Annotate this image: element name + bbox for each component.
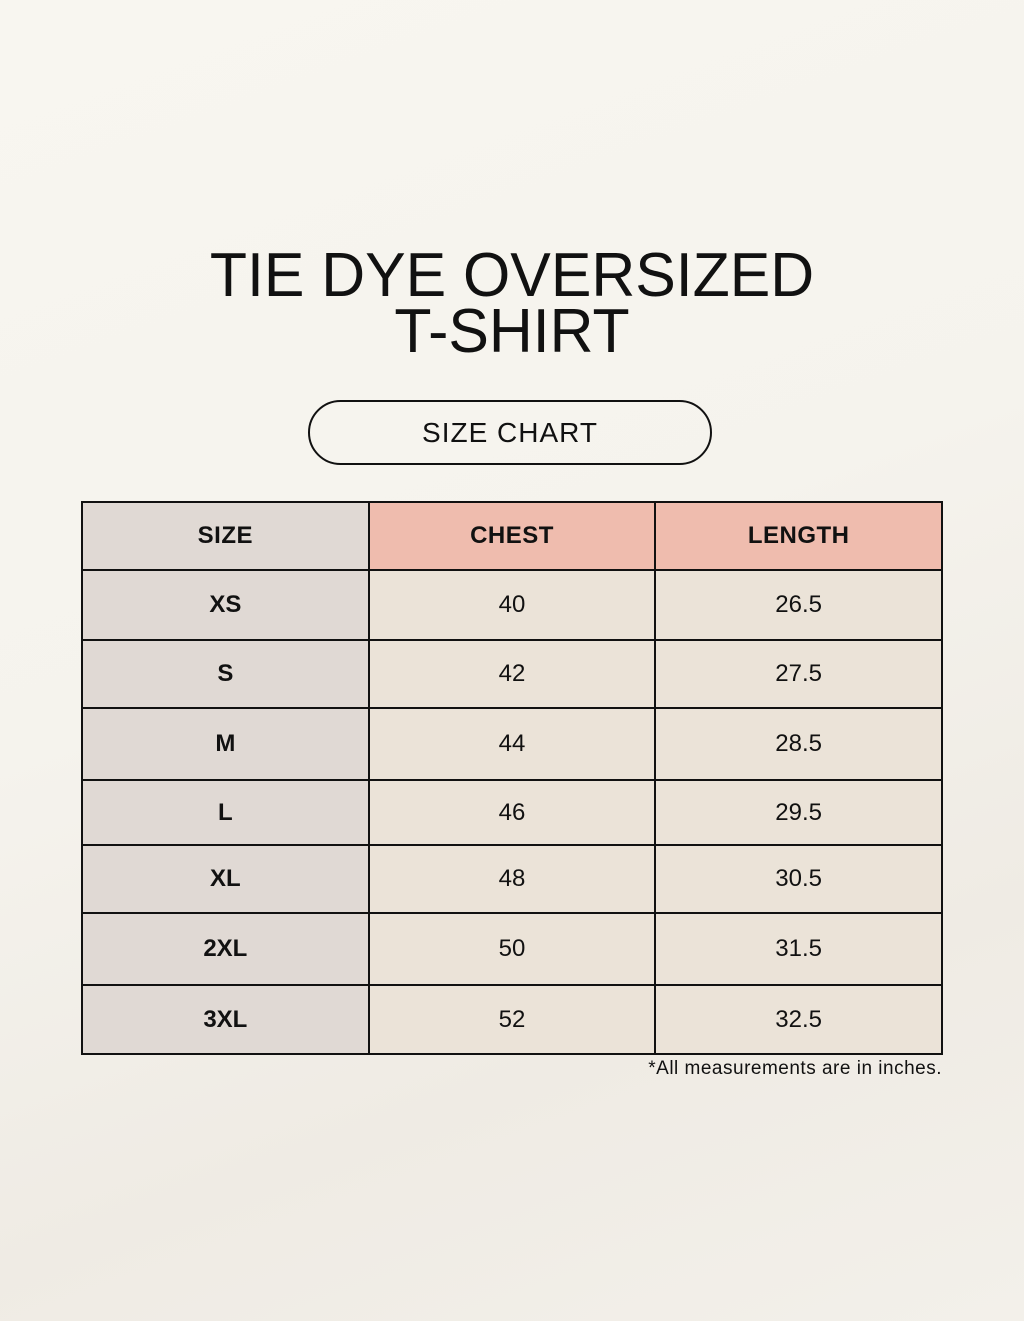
- table-row: XL 48 30.5: [81, 844, 943, 914]
- cell-size: L: [81, 779, 370, 846]
- cell-length: 31.5: [654, 912, 943, 986]
- cell-chest: 48: [367, 844, 657, 914]
- cell-length: 27.5: [654, 639, 943, 709]
- cell-size: 3XL: [81, 984, 370, 1055]
- cell-length: 32.5: [654, 984, 943, 1055]
- cell-chest: 40: [367, 569, 657, 641]
- title-line-1: TIE DYE OVERSIZED: [209, 241, 815, 310]
- table-row: S 42 27.5: [81, 639, 943, 709]
- cell-length: 30.5: [654, 844, 943, 914]
- table-row: 3XL 52 32.5: [81, 984, 943, 1055]
- cell-size: S: [81, 639, 370, 709]
- header-chest: CHEST: [367, 501, 657, 571]
- cell-length: 26.5: [654, 569, 943, 641]
- cell-size: M: [81, 707, 370, 781]
- cell-chest: 52: [367, 984, 657, 1055]
- size-chart-label: SIZE CHART: [308, 400, 712, 465]
- cell-chest: 50: [367, 912, 657, 986]
- cell-length: 28.5: [654, 707, 943, 781]
- table-header-row: SIZE CHEST LENGTH: [81, 501, 943, 571]
- cell-size: 2XL: [81, 912, 370, 986]
- cell-size: XS: [81, 569, 370, 641]
- header-size: SIZE: [81, 501, 370, 571]
- table-row: 2XL 50 31.5: [81, 912, 943, 986]
- header-length: LENGTH: [654, 501, 943, 571]
- table-row: XS 40 26.5: [81, 569, 943, 641]
- cell-chest: 46: [367, 779, 657, 846]
- cell-chest: 44: [367, 707, 657, 781]
- cell-chest: 42: [367, 639, 657, 709]
- size-chart-table: SIZE CHEST LENGTH XS 40 26.5 S 42 27.5 M 44 28.5…: [81, 501, 943, 1055]
- table-row: L 46 29.5: [81, 779, 943, 846]
- table-row: M 44 28.5: [81, 707, 943, 781]
- title-line-2: T-SHIRT: [394, 297, 630, 366]
- page-title: TIE DYE OVERSIZED T-SHIRT: [10, 241, 1014, 366]
- cell-length: 29.5: [654, 779, 943, 846]
- cell-size: XL: [81, 844, 370, 914]
- measurement-note: *All measurements are in inches.: [648, 1058, 942, 1079]
